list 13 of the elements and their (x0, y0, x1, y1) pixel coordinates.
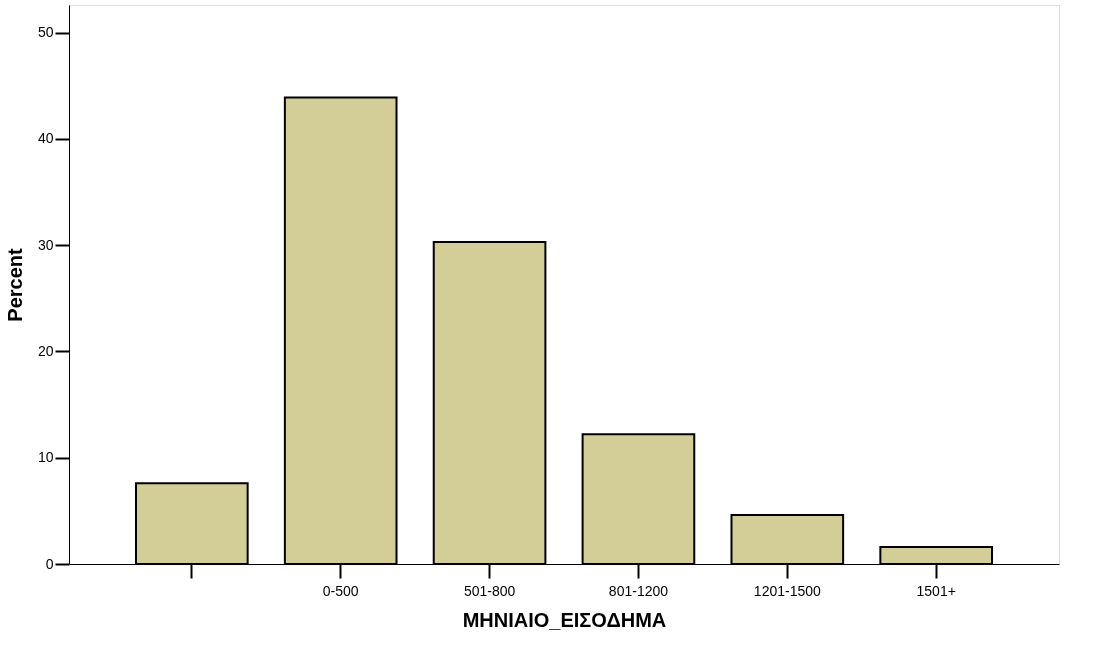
y-tick-label: 40 (37, 130, 54, 147)
x-tick-label: 501-800 (463, 582, 516, 599)
y-tick-label: 10 (37, 449, 54, 466)
y-axis-title: Percent (3, 247, 26, 322)
y-tick-label: 0 (45, 555, 54, 572)
x-tick-label: 801-1200 (608, 582, 669, 599)
y-tick-label: 30 (37, 236, 54, 253)
y-tick-label: 20 (37, 342, 54, 359)
x-tick-label: 1201-1500 (753, 582, 821, 599)
x-axis-title: ΜΗΝΙΑΙΟ_ΕΙΣΟΔΗΜΑ (462, 608, 667, 631)
x-tick-label: 0-500 (322, 582, 359, 599)
x-tick-label: 1501+ (916, 582, 956, 599)
y-tick-label: 50 (37, 24, 54, 41)
